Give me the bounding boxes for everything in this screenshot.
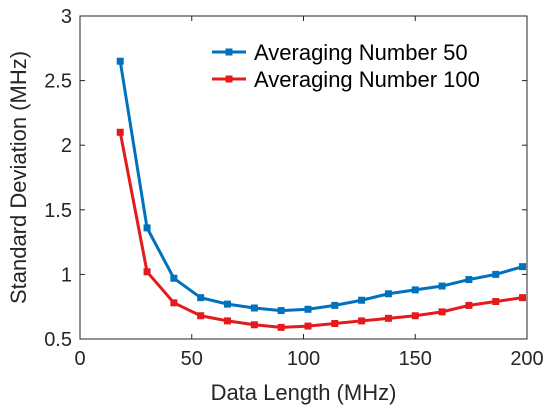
data-point: [519, 294, 527, 302]
series-line: [118, 131, 523, 329]
data-point: [197, 312, 205, 320]
data-point: [304, 305, 312, 313]
data-point: [116, 57, 124, 65]
legend-entry: Averaging Number 100: [212, 67, 480, 92]
data-point: [250, 304, 258, 312]
y-tick-label: 0.5: [44, 329, 72, 351]
data-point: [224, 317, 232, 325]
legend-entry: Averaging Number 50: [212, 40, 468, 65]
x-tick-label: 100: [287, 348, 320, 370]
y-axis-title: Standard Deviation (MHz): [6, 51, 31, 304]
series-2: [116, 128, 527, 331]
plot-area: [80, 16, 527, 339]
data-point: [331, 319, 339, 327]
data-point: [358, 317, 366, 325]
data-point: [465, 301, 473, 309]
data-point: [250, 321, 258, 329]
data-point: [277, 323, 285, 331]
data-point: [170, 274, 178, 282]
legend-label: Averaging Number 50: [254, 40, 468, 65]
y-tick-label: 1.5: [44, 200, 72, 222]
x-axis-title: Data Length (MHz): [211, 380, 397, 405]
y-tick-label: 1: [61, 264, 72, 286]
data-point: [411, 312, 419, 320]
data-point: [438, 308, 446, 316]
y-tick-label: 2: [61, 135, 72, 157]
data-point: [384, 290, 392, 298]
data-point: [492, 270, 500, 278]
data-point: [384, 314, 392, 322]
data-point: [224, 300, 232, 308]
data-point: [331, 301, 339, 309]
data-point: [143, 268, 151, 276]
data-point: [170, 299, 178, 307]
data-point: [519, 263, 527, 271]
data-point: [304, 322, 312, 330]
x-tick-label: 0: [74, 348, 85, 370]
series-1: [116, 57, 527, 315]
y-tick-label: 2.5: [44, 71, 72, 93]
data-point: [438, 282, 446, 290]
data-point: [143, 224, 151, 232]
legend-label: Averaging Number 100: [254, 67, 480, 92]
legend-marker: [225, 48, 233, 56]
x-tick-label: 150: [399, 348, 432, 370]
ticks-layer: 0 50 100 150 200 0.5 1 1.5 2 2.5 3: [44, 6, 544, 370]
data-point: [358, 296, 366, 304]
legend-marker: [225, 75, 233, 83]
series-layer: [116, 57, 527, 331]
data-point: [116, 128, 124, 136]
data-point: [411, 286, 419, 294]
data-point: [197, 294, 205, 302]
data-point: [492, 298, 500, 306]
y-tick-label: 3: [61, 6, 72, 28]
series-line: [118, 60, 523, 313]
data-point: [465, 276, 473, 284]
x-tick-label: 50: [181, 348, 203, 370]
x-tick-label: 200: [510, 348, 543, 370]
data-point: [277, 307, 285, 315]
